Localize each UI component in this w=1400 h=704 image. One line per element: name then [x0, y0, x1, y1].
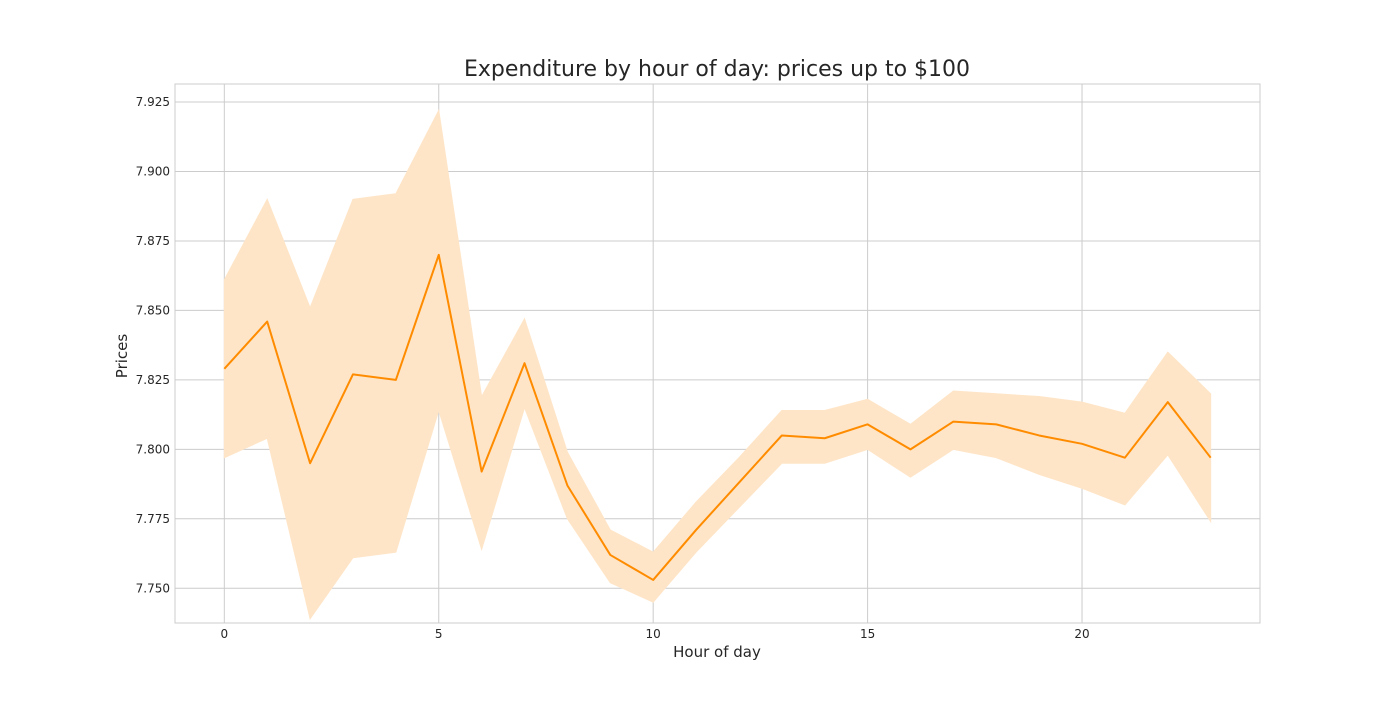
x-tick-label: 0: [220, 627, 228, 641]
x-tick-label: 15: [860, 627, 875, 641]
y-tick-label: 7.925: [136, 95, 170, 109]
y-tick-label: 7.750: [136, 581, 170, 595]
y-tick-label: 7.800: [136, 442, 170, 456]
series-line: [223, 253, 1212, 581]
y-tick-label: 7.825: [136, 373, 170, 387]
plot-frame: [174, 83, 1261, 624]
y-axis-ticks: 7.750 7.775 7.800 7.825 7.850 7.875 7.900 7.925: [136, 95, 170, 595]
y-tick-label: 7.875: [136, 234, 170, 248]
confidence-band-area: [223, 108, 1212, 621]
y-tick-label: 7.775: [136, 512, 170, 526]
confidence-band: [223, 108, 1212, 621]
chart-title: Expenditure by hour of day: prices up to…: [464, 57, 970, 82]
x-tick-label: 20: [1074, 627, 1089, 641]
data-line: [223, 253, 1212, 581]
x-tick-label: 5: [435, 627, 443, 641]
y-axis-label: Prices: [113, 334, 131, 379]
x-axis-ticks: 0 5 10 15 20: [220, 627, 1089, 641]
x-axis-label: Hour of day: [673, 643, 761, 661]
y-tick-label: 7.900: [136, 165, 170, 179]
x-tick-label: 10: [646, 627, 661, 641]
y-tick-label: 7.850: [136, 303, 170, 317]
